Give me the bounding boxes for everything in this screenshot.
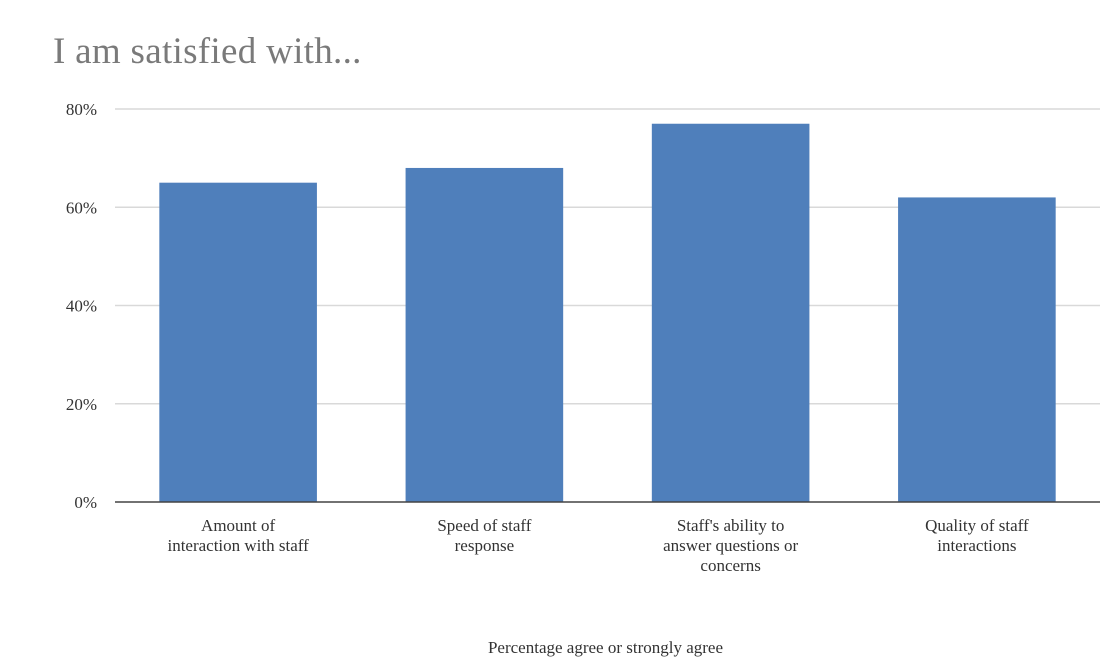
chart-title: I am satisfied with... — [53, 31, 362, 72]
bar — [651, 123, 810, 503]
y-tick-label: 40% — [66, 297, 97, 316]
y-tick-labels: 0% 20% 40% 60% 80% — [66, 100, 97, 512]
y-tick-label: 80% — [66, 100, 97, 119]
bar — [898, 197, 1056, 503]
x-category-label: Speed of staff response — [437, 516, 531, 555]
bar — [405, 167, 564, 502]
bar — [159, 182, 317, 502]
x-axis-title: Percentage agree or strongly agree — [488, 638, 723, 657]
x-category-label: Amount of interaction with staff — [167, 516, 309, 555]
x-category-label: Staff's ability to answer questions or con… — [663, 516, 798, 575]
y-tick-label: 20% — [66, 395, 97, 414]
y-tick-label: 60% — [66, 198, 97, 217]
bars — [159, 123, 1056, 503]
y-tick-label: 0% — [74, 493, 97, 512]
x-category-labels: Amount of interaction with staff Speed of … — [167, 516, 1029, 575]
x-category-label: Quality of staff interactions — [925, 516, 1029, 555]
